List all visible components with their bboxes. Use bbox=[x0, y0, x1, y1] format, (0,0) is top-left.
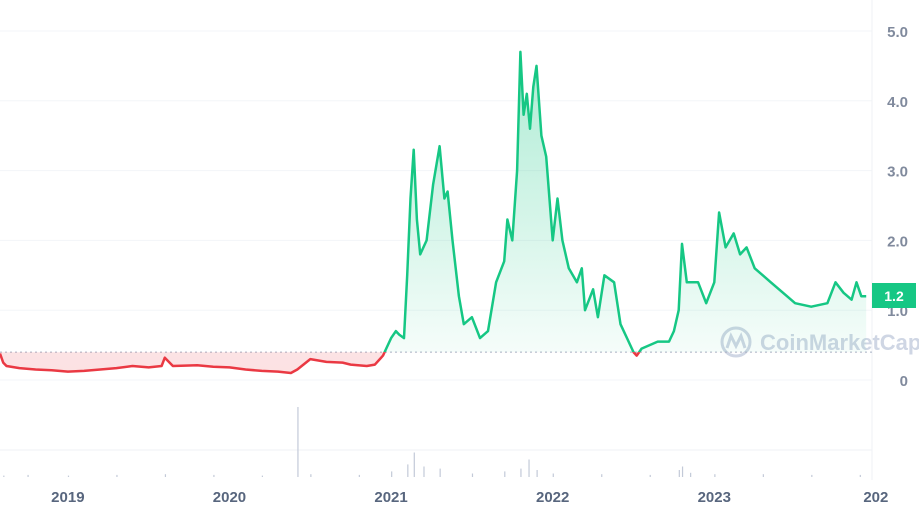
volume-bar bbox=[520, 468, 522, 477]
volume-bar bbox=[213, 474, 215, 477]
volume-bar bbox=[407, 464, 409, 477]
volume-bar bbox=[27, 474, 29, 477]
volume-bar bbox=[67, 475, 70, 477]
volume-bar bbox=[601, 474, 603, 477]
volume-bar bbox=[552, 473, 554, 477]
volume-bar bbox=[690, 472, 692, 477]
price-area-down bbox=[0, 352, 867, 373]
price-area-up bbox=[384, 51, 867, 353]
x-tick-label: 2020 bbox=[213, 489, 246, 506]
y-tick-label: 2.0 bbox=[887, 233, 908, 250]
volume-bar bbox=[762, 474, 764, 477]
x-tick-label: 202 bbox=[863, 489, 888, 506]
volume-bar bbox=[681, 466, 684, 477]
volume-bar bbox=[859, 474, 861, 477]
volume-bar bbox=[536, 470, 538, 477]
volume-bar bbox=[3, 475, 5, 477]
x-tick-label: 2021 bbox=[374, 489, 407, 506]
volume-bar bbox=[528, 459, 530, 477]
x-tick-label: 2019 bbox=[51, 489, 84, 506]
y-tick-label: 5.0 bbox=[887, 24, 908, 41]
volume-bar bbox=[439, 468, 441, 477]
volume-bar bbox=[649, 474, 651, 477]
volume-bar bbox=[391, 471, 393, 477]
x-tick-label: 2022 bbox=[536, 489, 569, 506]
price-line-up bbox=[383, 50, 867, 353]
volume-bar bbox=[714, 474, 716, 477]
price-line-down bbox=[0, 352, 641, 375]
volume-bar bbox=[116, 474, 118, 477]
y-tick-label: 3.0 bbox=[887, 164, 908, 181]
volume-bar bbox=[811, 474, 813, 477]
volume-bar bbox=[504, 471, 506, 477]
volume-bar bbox=[297, 407, 299, 477]
volume-bar bbox=[358, 474, 360, 477]
volume-bar bbox=[413, 452, 415, 477]
volume-bar bbox=[310, 474, 312, 477]
y-tick-label: 0 bbox=[900, 373, 908, 390]
y-tick-label: 4.0 bbox=[887, 94, 908, 111]
volume-bar bbox=[164, 474, 167, 477]
current-price-label: 1.2 bbox=[872, 283, 916, 308]
volume-bar bbox=[261, 475, 263, 477]
volume-bar bbox=[678, 470, 680, 477]
x-tick-label: 2023 bbox=[698, 489, 731, 506]
volume-bar bbox=[423, 466, 425, 477]
volume-bar bbox=[471, 473, 474, 477]
volume-bars bbox=[3, 407, 861, 477]
current-price-text: 1.2 bbox=[884, 288, 904, 304]
